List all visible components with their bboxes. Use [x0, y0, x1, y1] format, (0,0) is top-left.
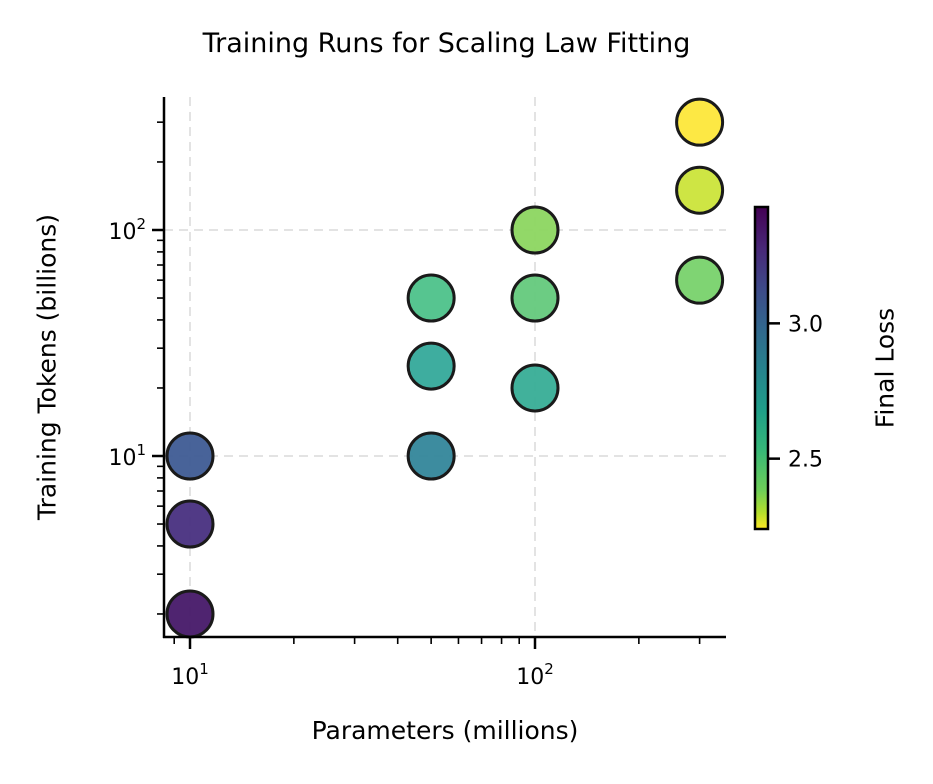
scatter-points: 10M params, 2B tokens, loss 3.4 10M param…: [165, 97, 725, 639]
y-tick-label: 102: [108, 215, 146, 245]
colorbar-gradient: [753, 205, 770, 531]
chart-title: Training Runs for Scaling Law Fitting: [202, 28, 691, 59]
data-point: 300M params, 300B tokens, loss 2.25: [675, 97, 725, 147]
axes: 101 102 101 102: [108, 97, 726, 690]
y-tick-label: 101: [108, 441, 146, 471]
data-point: 50M params, 25B tokens, loss 2.78: [406, 341, 456, 391]
x-tick-label: 101: [171, 660, 209, 690]
colorbar-tick-label: 2.5: [788, 448, 823, 473]
colorbar: 3.0 2.5: [753, 205, 823, 531]
data-point: 10M params, 5B tokens, loss 3.3: [165, 499, 215, 549]
data-point: 300M params, 60B tokens, loss 2.52: [675, 255, 725, 305]
data-point: 10M params, 2B tokens, loss 3.4: [165, 589, 215, 639]
data-point: 100M params, 50B tokens, loss 2.58: [510, 273, 560, 323]
colorbar-label: Final Loss: [870, 307, 900, 429]
data-point: 100M params, 20B tokens, loss 2.76: [510, 363, 560, 413]
data-point: 50M params, 50B tokens, loss 2.62: [406, 273, 456, 323]
x-tick-label: 102: [516, 660, 554, 690]
x-axis-label: Parameters (millions): [311, 716, 579, 745]
data-point: 50M params, 10B tokens, loss 2.98: [406, 431, 456, 481]
colorbar-tick-label: 3.0: [788, 312, 823, 337]
data-point: 300M params, 150B tokens, loss 2.35: [675, 165, 725, 215]
y-axis-label: Training Tokens (billions): [32, 213, 62, 521]
data-point: 100M params, 100B tokens, loss 2.5: [510, 205, 560, 255]
data-point: 10M params, 10B tokens, loss 3.18: [165, 431, 215, 481]
